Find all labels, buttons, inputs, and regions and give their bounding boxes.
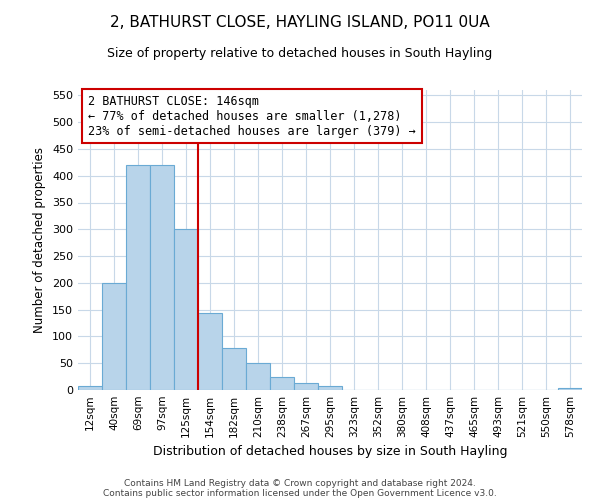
Text: 2, BATHURST CLOSE, HAYLING ISLAND, PO11 0UA: 2, BATHURST CLOSE, HAYLING ISLAND, PO11 … bbox=[110, 15, 490, 30]
Bar bbox=[102, 283, 126, 390]
Text: Contains HM Land Registry data © Crown copyright and database right 2024.: Contains HM Land Registry data © Crown c… bbox=[124, 478, 476, 488]
Text: Size of property relative to detached houses in South Hayling: Size of property relative to detached ho… bbox=[107, 48, 493, 60]
Bar bbox=[150, 165, 174, 390]
Bar bbox=[270, 376, 294, 390]
Text: 2 BATHURST CLOSE: 146sqm
← 77% of detached houses are smaller (1,278)
23% of sem: 2 BATHURST CLOSE: 146sqm ← 77% of detach… bbox=[88, 94, 416, 138]
X-axis label: Distribution of detached houses by size in South Hayling: Distribution of detached houses by size … bbox=[153, 446, 507, 458]
Bar bbox=[198, 314, 222, 390]
Bar bbox=[222, 348, 246, 390]
Text: Contains public sector information licensed under the Open Government Licence v3: Contains public sector information licen… bbox=[103, 488, 497, 498]
Bar bbox=[174, 230, 198, 390]
Y-axis label: Number of detached properties: Number of detached properties bbox=[34, 147, 46, 333]
Bar bbox=[246, 363, 270, 390]
Bar bbox=[126, 165, 150, 390]
Bar bbox=[78, 386, 102, 390]
Bar bbox=[294, 383, 318, 390]
Bar bbox=[558, 388, 582, 390]
Bar bbox=[318, 386, 342, 390]
